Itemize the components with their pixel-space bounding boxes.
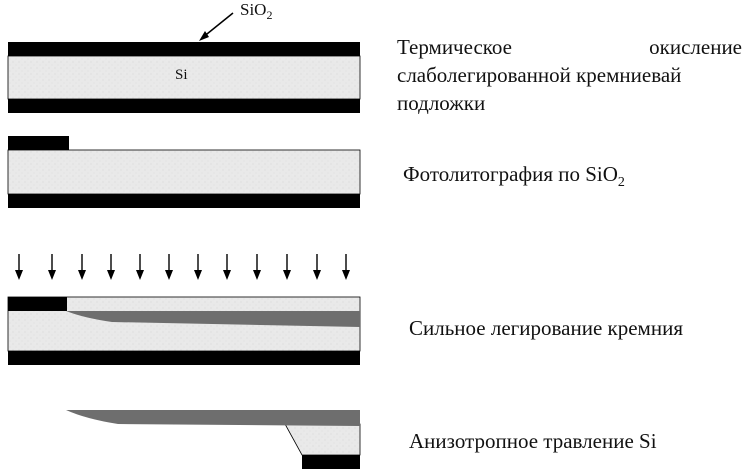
implant-arrow-head (165, 270, 173, 280)
step3-caption-text: Сильное легирование кремния (409, 316, 683, 340)
step1-top-oxide-layer (8, 42, 360, 56)
implant-arrow-head (283, 270, 291, 280)
step3-structure (7, 296, 361, 365)
implant-arrow-head (15, 270, 23, 280)
step2-silicon-substrate (7, 149, 361, 195)
implant-arrow-head (107, 270, 115, 280)
substrate-label: Si (175, 67, 188, 83)
step4-bottom-oxide-layer (302, 455, 360, 469)
implant-arrow-head (223, 270, 231, 280)
step2-structure (7, 136, 361, 208)
step1-caption-word2: окисление (649, 35, 742, 59)
implant-arrow-head (342, 270, 350, 280)
step4-caption-text: Анизотропное травление Si (409, 429, 657, 453)
step3-caption: Сильное легирование кремния (409, 314, 683, 342)
step4-caption: Анизотропное травление Si (409, 427, 657, 455)
step1-silicon-substrate (7, 55, 361, 100)
step2-caption: Фотолитография по SiO2 (403, 160, 625, 197)
implant-arrow-head (313, 270, 321, 280)
step1-structure: Si SiO2 (7, 0, 361, 113)
implant-arrow-head (48, 270, 56, 280)
step4-doped-membrane (66, 410, 360, 426)
implant-arrow-head (78, 270, 86, 280)
step1-caption-word1: Термическое (397, 35, 512, 59)
implant-arrow-head (136, 270, 144, 280)
step4-structure (66, 410, 361, 469)
step1-caption: Термическое окисление слаболегированной … (397, 33, 742, 117)
step1-caption-line2: слаболегированной кремниевай (397, 63, 682, 87)
step1-caption-line3: подложки (397, 91, 486, 115)
step2-caption-subscript: 2 (617, 175, 625, 191)
step4-silicon-remaining (284, 423, 361, 456)
step3-doped-layer (66, 311, 360, 327)
step3-bottom-oxide-layer (8, 351, 360, 365)
step2-caption-text: Фотолитография по SiO (403, 162, 618, 186)
step3-oxide-mask (8, 297, 67, 311)
step2-oxide-mask (8, 136, 69, 150)
implant-arrows (15, 254, 350, 280)
implant-arrow-head (253, 270, 261, 280)
step1-bottom-oxide-layer (8, 99, 360, 113)
oxide-label-subscript: 2 (266, 8, 272, 22)
oxide-pointer-arrowhead (199, 31, 209, 41)
oxide-pointer-arrow-line (201, 12, 234, 39)
oxide-label: SiO2 (240, 0, 272, 22)
implant-arrow-head (194, 270, 202, 280)
step2-bottom-oxide-layer (8, 194, 360, 208)
